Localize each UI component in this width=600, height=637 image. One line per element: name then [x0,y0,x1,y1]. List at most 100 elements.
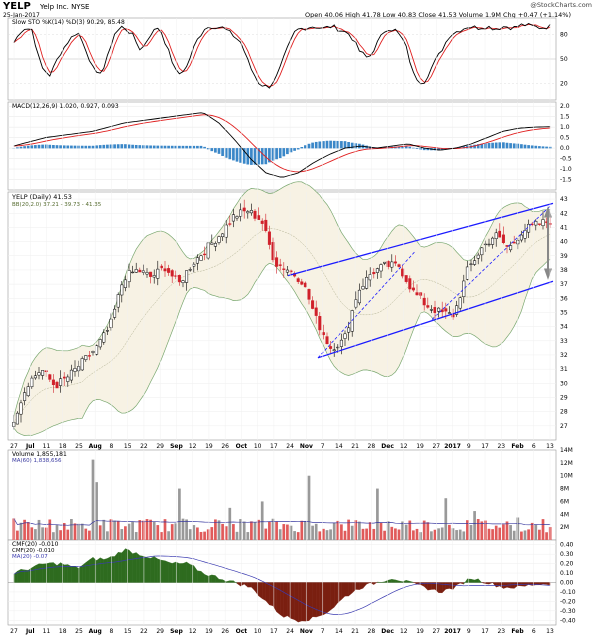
volume-bar [199,531,203,540]
volume-bar [242,521,246,540]
cmf-area-segment [107,556,112,583]
x-tick-label: Sep [170,628,183,635]
price-tick: 43 [560,196,568,203]
macd-histogram-bar [347,141,350,149]
volume-bar [174,523,178,540]
volume-bar [498,527,502,540]
candle-body [401,268,405,277]
channel-upper-line [287,202,554,277]
candle-body [365,276,369,289]
volume-bar [203,531,206,540]
macd-tick: -1.0 [560,166,572,173]
candle-body [534,221,538,226]
volume-bar [192,525,196,540]
macd-histogram-bar [437,148,440,151]
candle-body [433,307,437,313]
macd-histogram-bar [296,148,300,150]
volume-bar [325,530,329,540]
macd-histogram-bar [422,148,426,151]
volume-bar [480,521,484,540]
volume-bar [484,520,487,540]
candle-body [116,294,120,308]
cmf-area-segment [157,558,162,583]
x-tick-label: Aug [89,628,102,635]
volume-bar [469,525,473,540]
macd-histogram-bar [217,148,221,154]
macd-histogram-bar [527,145,530,149]
macd-histogram-bar [52,145,55,149]
volume-bar [23,519,26,540]
candle-body [77,366,81,372]
volume-bar [296,532,300,540]
macd-histogram-bar [199,145,203,149]
volume-bar [134,532,138,540]
macd-histogram-bar [19,146,23,149]
candle-body [523,230,527,239]
x-tick-label: 21 [351,628,359,635]
volume-legend: Volume 1,855,181 [12,451,67,458]
volume-bar [102,519,106,540]
volume-bar [304,520,307,540]
x-tick-label: 12 [400,628,408,635]
candle-body [249,210,253,214]
candle-body [415,292,419,296]
macd-histogram-bar [224,148,228,158]
volume-bar [206,529,210,540]
volume-bar [232,524,235,540]
volume-bar [142,520,145,540]
volume-bar [210,527,214,540]
candle-body [458,297,462,309]
x-tick-label: Feb [511,628,524,635]
volume-bar [368,522,372,540]
stochastic-panel: 20 50 80 [8,22,568,89]
volume-bar [534,524,538,540]
volume-bar [455,530,458,540]
volume-bar [19,522,23,540]
candle-body [444,308,448,312]
volume-bar [271,518,275,540]
x-tick-label: 27 [10,443,18,450]
cmf-area-segment [247,582,252,588]
volume-bar [286,524,289,540]
volume-bar [487,528,491,540]
cmf-area-segment [31,565,36,583]
x-tick-label: 25 [75,628,83,635]
x-tick-label: Oct [236,628,248,635]
cmf-area-segment [38,563,43,583]
volume-bar [30,527,34,540]
macd-histogram-bar [314,141,318,149]
macd-histogram-bar [534,145,538,149]
macd-histogram-bar [480,143,484,149]
x-tick-label: 10 [254,628,262,635]
watermark: @StockCharts.com [530,1,592,9]
candle-body [455,305,459,315]
volume-bar [300,520,304,540]
candle-body [447,312,451,314]
price-tick: 32 [560,352,568,359]
candle-body [314,307,318,316]
candle-body [127,270,131,283]
candle-body [192,263,196,267]
sto-legend: Slow STO %K(14) %D(3) 90.29, 85.48 [12,19,125,26]
cmf-area-segment [287,582,292,619]
volume-bar [88,530,91,540]
cmf-area-segment [96,557,101,583]
volume-bar [217,520,221,540]
macd-histogram-bar [124,144,127,149]
volume-bar [505,521,509,540]
x-tick-label: 7 [321,628,325,635]
candle-body [512,242,516,244]
macd-histogram-bar [476,144,480,149]
macd-histogram-bar [91,145,95,149]
candle-body [235,216,239,219]
x-tick-label: 17 [270,443,278,450]
macd-tick: 1.0 [560,124,570,131]
volume-bar [476,519,480,540]
macd-histogram-bar [113,144,116,149]
candle-body [138,269,142,273]
cmf-area-segment [301,582,306,622]
candle-body [170,270,174,277]
price-tick: 28 [560,409,568,416]
candle-body [390,261,394,268]
volume-bar [106,531,109,540]
